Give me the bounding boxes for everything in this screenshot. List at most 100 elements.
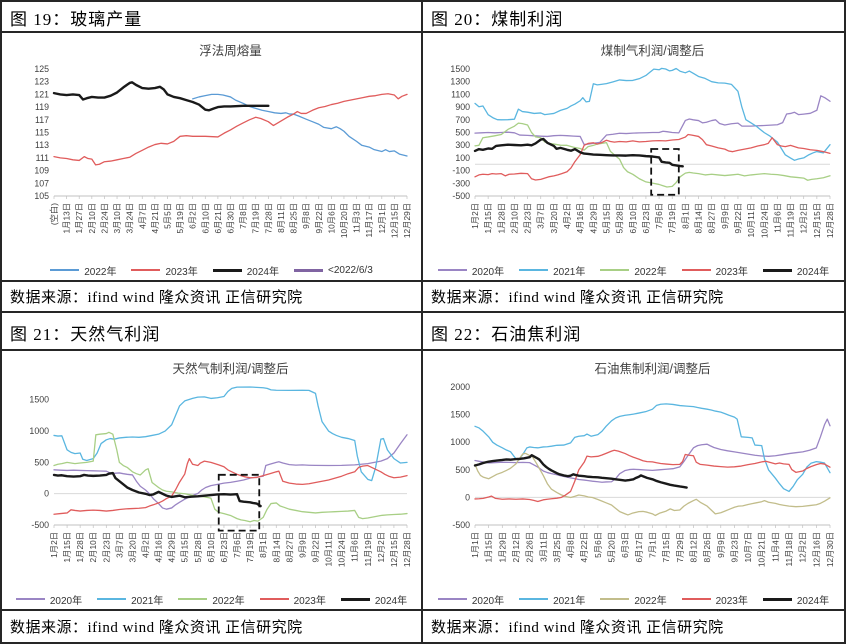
series-lines [52,81,408,166]
svg-text:11月19日: 11月19日 [786,203,796,237]
series-2024年 [473,454,688,489]
series-2023年 [474,449,831,503]
svg-text:105: 105 [34,191,49,201]
chart-title: 石油焦制利润/调整后 [595,361,711,376]
svg-text:121: 121 [34,89,49,99]
svg-text:4月7日: 4月7日 [137,203,147,229]
panel-title: 图 22：石油焦利润 [423,313,844,351]
svg-text:3月20日: 3月20日 [549,203,559,233]
legend-label: 2020年 [471,595,505,607]
legend-item: 2024年 [762,592,829,607]
svg-text:9月9日: 9月9日 [720,203,730,229]
chart-legend: 2020年 2021年 2022年 2023年 2024年 [2,591,421,607]
svg-text:8月14日: 8月14日 [694,203,704,233]
svg-text:(空白): (空白) [49,203,59,225]
svg-text:2月10日: 2月10日 [87,203,97,233]
series-2021年 [53,386,408,482]
svg-text:9月22日: 9月22日 [314,203,324,233]
legend-line-swatch [437,269,467,271]
legend-item: 2023年 [131,263,198,278]
svg-text:5月15日: 5月15日 [601,203,611,233]
panel-title: 图 19：玻璃产量 [2,2,421,33]
y-axis-labels: -500 -300 -100 100 300 500 700 900 1100 1300 1500 [450,64,470,201]
chart-area-petcoke: 石油焦制利润/调整后 -500 0 500 1000 1500 2000 1月1日 1月15日 1… [423,351,844,609]
svg-text:12月29日: 12月29日 [402,203,412,238]
svg-text:2月10日: 2月10日 [509,203,519,233]
svg-text:6月3日: 6月3日 [620,532,630,558]
svg-text:300: 300 [455,140,470,150]
svg-text:-500: -500 [31,520,49,530]
legend-line-swatch [131,269,161,271]
x-axis-ticks [474,196,831,199]
svg-text:900: 900 [455,102,470,112]
svg-text:11月3日: 11月3日 [352,203,362,233]
legend-line-swatch [178,598,208,600]
svg-text:11月17日: 11月17日 [364,203,374,237]
svg-text:10月20日: 10月20日 [339,203,349,238]
legend-item: 2023年 [259,592,326,607]
svg-text:3月25日: 3月25日 [552,532,562,562]
svg-text:12月2日: 12月2日 [799,203,809,233]
svg-text:7月1日: 7月1日 [648,532,658,558]
svg-text:10月6日: 10月6日 [326,203,336,233]
series-2022年 [474,452,831,517]
svg-text:1月27日: 1月27日 [74,203,84,233]
svg-text:7月19日: 7月19日 [245,532,255,562]
series-2024年 [52,81,270,112]
legend-line-swatch [681,598,711,600]
svg-text:6月30日: 6月30日 [226,203,236,233]
svg-text:8月27日: 8月27日 [284,532,294,562]
svg-text:12月16日: 12月16日 [811,532,821,567]
svg-text:119: 119 [35,102,49,112]
svg-text:6月23日: 6月23日 [219,532,229,562]
svg-text:6月10日: 6月10日 [628,203,638,233]
svg-text:111: 111 [36,153,49,163]
svg-text:5月19日: 5月19日 [175,203,185,233]
legend-line-swatch [600,598,630,600]
highlight-dashed-box [217,473,261,532]
svg-text:8月27日: 8月27日 [707,203,717,233]
svg-text:4月21日: 4月21日 [150,203,160,233]
svg-text:4月2日: 4月2日 [562,203,572,229]
legend-item: 2024年 [212,263,279,278]
series-2022年 [474,122,831,188]
series-2020年 [53,434,408,510]
svg-text:113: 113 [35,140,49,150]
svg-text:6月2日: 6月2日 [188,203,198,229]
svg-text:1月2日: 1月2日 [470,203,480,229]
legend-item: 2021年 [519,263,585,278]
legend-item: <2022/6/3 [293,265,373,276]
legend-label: 2023年 [715,266,748,278]
panel-title: 图 20：煤制利润 [423,2,844,33]
legend-item: 2023年 [681,263,748,278]
svg-text:5月28日: 5月28日 [615,203,625,233]
svg-text:11月19日: 11月19日 [363,532,373,566]
svg-text:117: 117 [35,115,49,125]
line-chart: 煤制气利润/调整后 -500 -300 -100 100 300 500 700 900 1100… [450,43,835,238]
svg-text:500: 500 [455,128,470,138]
series-lines [473,403,831,517]
svg-text:700: 700 [455,115,470,125]
svg-text:4月29日: 4月29日 [167,532,177,562]
svg-text:8月1日: 8月1日 [258,532,268,558]
svg-text:4月8日: 4月8日 [566,532,576,558]
legend-label: 2022年 [84,266,117,278]
line-chart: 浮法周熔量 105 107 109 111 113 115 117 119 121 123 125 (空… [34,43,412,238]
svg-text:5月5日: 5月5日 [162,203,172,229]
svg-text:7月15日: 7月15日 [661,532,671,562]
legend-item: 2022年 [50,263,116,278]
y-axis-labels: 105 107 109 111 113 115 117 119 121 123 125 [34,64,49,201]
legend-label: 2023年 [293,595,326,607]
svg-text:4月16日: 4月16日 [575,203,585,233]
legend-label: 2024年 [374,595,408,607]
svg-text:1月1日: 1月1日 [470,532,480,558]
svg-text:125: 125 [34,64,49,74]
svg-text:5月15日: 5月15日 [180,532,190,562]
legend-item: 2022年 [600,592,667,607]
legend-item: 2020年 [15,592,82,607]
svg-text:9月8日: 9月8日 [301,203,311,229]
legend-line-swatch [50,269,80,271]
legend-label: 2024年 [246,266,279,278]
svg-text:2月23日: 2月23日 [523,203,533,233]
